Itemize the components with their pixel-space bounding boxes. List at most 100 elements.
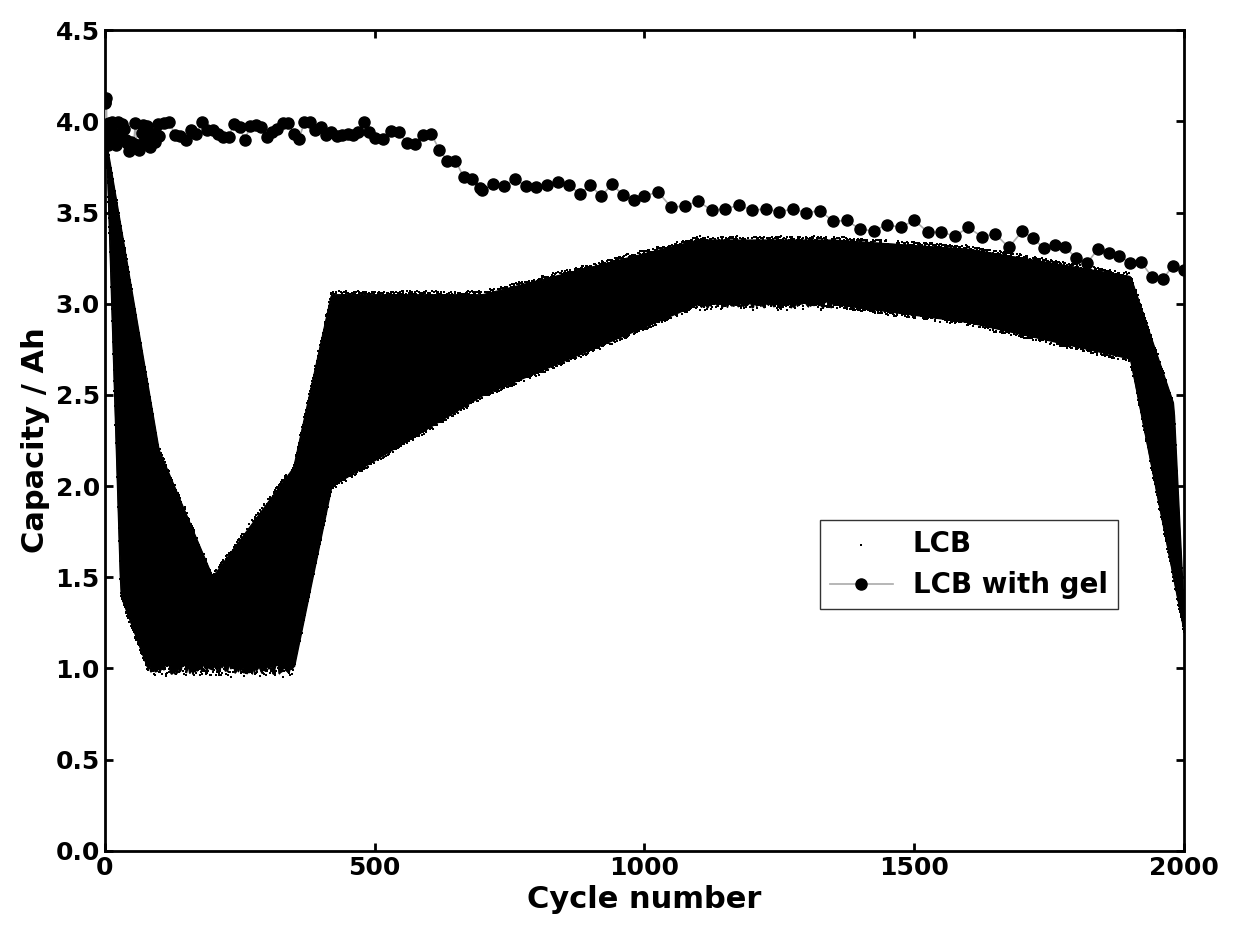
LCB <box>665 243 684 258</box>
LCB <box>1073 297 1092 312</box>
LCB <box>820 240 839 255</box>
LCB <box>301 452 321 467</box>
LCB <box>254 530 274 545</box>
LCB <box>1038 323 1058 338</box>
LCB <box>1079 344 1099 359</box>
LCB <box>954 240 973 255</box>
LCB <box>709 246 729 261</box>
LCB <box>997 248 1017 263</box>
LCB <box>438 410 458 425</box>
LCB <box>919 279 939 294</box>
LCB <box>553 295 573 310</box>
LCB <box>616 299 636 314</box>
LCB <box>801 263 821 278</box>
LCB <box>1033 253 1053 268</box>
LCB <box>409 427 429 442</box>
LCB <box>620 280 640 295</box>
LCB <box>1146 348 1166 363</box>
LCB <box>415 402 435 417</box>
LCB <box>697 281 717 296</box>
LCB <box>770 297 790 312</box>
LCB <box>916 252 936 266</box>
LCB <box>910 267 930 282</box>
LCB <box>466 389 486 404</box>
LCB <box>112 225 131 240</box>
LCB <box>945 316 965 331</box>
LCB <box>433 414 453 429</box>
LCB <box>165 531 185 546</box>
LCB <box>223 640 243 654</box>
LCB <box>347 465 367 480</box>
LCB <box>337 285 357 300</box>
LCB <box>319 494 339 509</box>
LCB <box>408 296 428 311</box>
LCB <box>553 270 573 285</box>
LCB <box>1012 270 1032 285</box>
LCB <box>549 294 569 309</box>
LCB <box>293 615 312 630</box>
LCB <box>703 295 723 309</box>
LCB <box>579 266 599 281</box>
LCB <box>489 320 508 335</box>
LCB <box>575 307 595 322</box>
LCB <box>304 367 324 382</box>
LCB <box>169 657 188 672</box>
LCB <box>1013 317 1033 332</box>
LCB <box>1066 259 1086 274</box>
LCB <box>123 471 143 486</box>
LCB <box>1120 348 1140 363</box>
LCB <box>238 632 258 647</box>
LCB <box>1146 464 1166 479</box>
LCB <box>321 383 341 398</box>
LCB <box>914 307 934 322</box>
LCB <box>296 453 316 468</box>
LCB <box>866 233 885 248</box>
LCB <box>255 500 275 515</box>
LCB <box>211 668 231 683</box>
LCB <box>477 309 497 324</box>
LCB <box>589 260 609 275</box>
LCB <box>506 309 526 324</box>
LCB <box>242 664 262 679</box>
LCB <box>1084 332 1104 347</box>
LCB <box>1060 337 1080 352</box>
LCB <box>565 323 585 338</box>
LCB <box>955 315 975 330</box>
LCB <box>246 510 265 525</box>
LCB <box>675 284 694 299</box>
LCB <box>291 550 311 565</box>
LCB <box>949 311 968 326</box>
LCB <box>878 300 898 315</box>
LCB <box>606 251 626 266</box>
LCB <box>547 353 567 368</box>
LCB <box>481 380 501 395</box>
LCB <box>568 309 588 324</box>
LCB <box>470 352 490 367</box>
LCB <box>946 288 966 303</box>
LCB <box>857 299 877 314</box>
LCB <box>1006 307 1025 322</box>
LCB <box>304 371 324 386</box>
LCB <box>1133 381 1153 396</box>
LCB <box>818 294 838 309</box>
LCB <box>761 233 781 248</box>
LCB <box>1021 252 1040 267</box>
LCB <box>311 388 331 403</box>
LCB <box>1013 315 1033 330</box>
LCB <box>691 280 711 295</box>
LCB <box>492 327 512 342</box>
LCB <box>469 388 489 403</box>
LCB <box>277 484 296 499</box>
LCB <box>879 239 899 254</box>
LCB <box>321 379 341 394</box>
LCB <box>847 272 867 287</box>
LCB <box>1048 260 1068 275</box>
LCB <box>501 312 521 327</box>
LCB <box>807 272 827 287</box>
LCB <box>656 308 676 323</box>
LCB <box>890 306 910 321</box>
LCB <box>1140 334 1159 349</box>
LCB <box>1074 282 1094 297</box>
LCB <box>224 649 244 664</box>
LCB <box>1106 328 1126 343</box>
